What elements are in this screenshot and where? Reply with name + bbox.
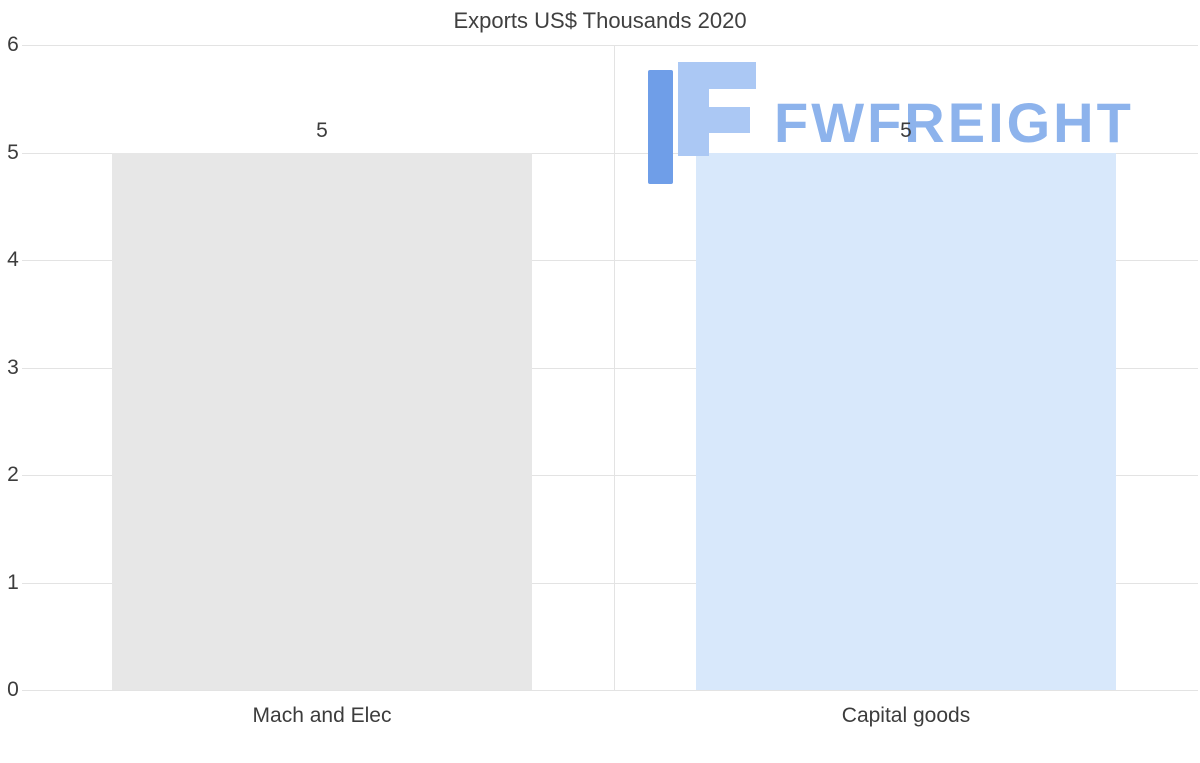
- y-tick-label: 5: [7, 140, 19, 164]
- category-slot: 5 Mach and Elec: [30, 45, 614, 727]
- bar-mach-and-elec: [111, 152, 533, 690]
- gridline: [22, 367, 1198, 369]
- bar-value-label: 5: [900, 118, 912, 142]
- fwfreight-logo-icon: [648, 62, 756, 184]
- vertical-gridline: [614, 45, 615, 690]
- y-tick-label: 0: [7, 678, 19, 701]
- y-tick-label: 3: [7, 355, 19, 379]
- gridline: [22, 260, 1198, 261]
- chart-title: Exports US$ Thousands 2020: [453, 8, 747, 33]
- gridline: [22, 45, 1198, 46]
- watermark-text: FWFREIGHT: [774, 91, 1134, 154]
- y-tick-label: 6: [7, 33, 19, 56]
- x-axis-label: Capital goods: [841, 704, 971, 727]
- bar-capital-goods: [695, 152, 1117, 690]
- watermark-logo: FWFREIGHT: [648, 62, 1134, 184]
- category-slot: 5 Capital goods: [614, 45, 1198, 727]
- gridline: [22, 152, 1198, 154]
- gridline: [22, 475, 1198, 476]
- x-axis-label: Mach and Elec: [252, 704, 392, 727]
- bar-value-label: 5: [316, 118, 328, 142]
- y-axis: 0 1 2 3 4 5 6: [0, 33, 26, 701]
- y-tick-label: 2: [7, 463, 19, 486]
- y-tick-label: 1: [7, 570, 19, 594]
- y-tick-label: 4: [7, 248, 19, 271]
- gridline: [22, 690, 1198, 691]
- plot-area: 5 Mach and Elec 5 Capital goods: [22, 45, 1198, 727]
- gridline: [22, 582, 1198, 584]
